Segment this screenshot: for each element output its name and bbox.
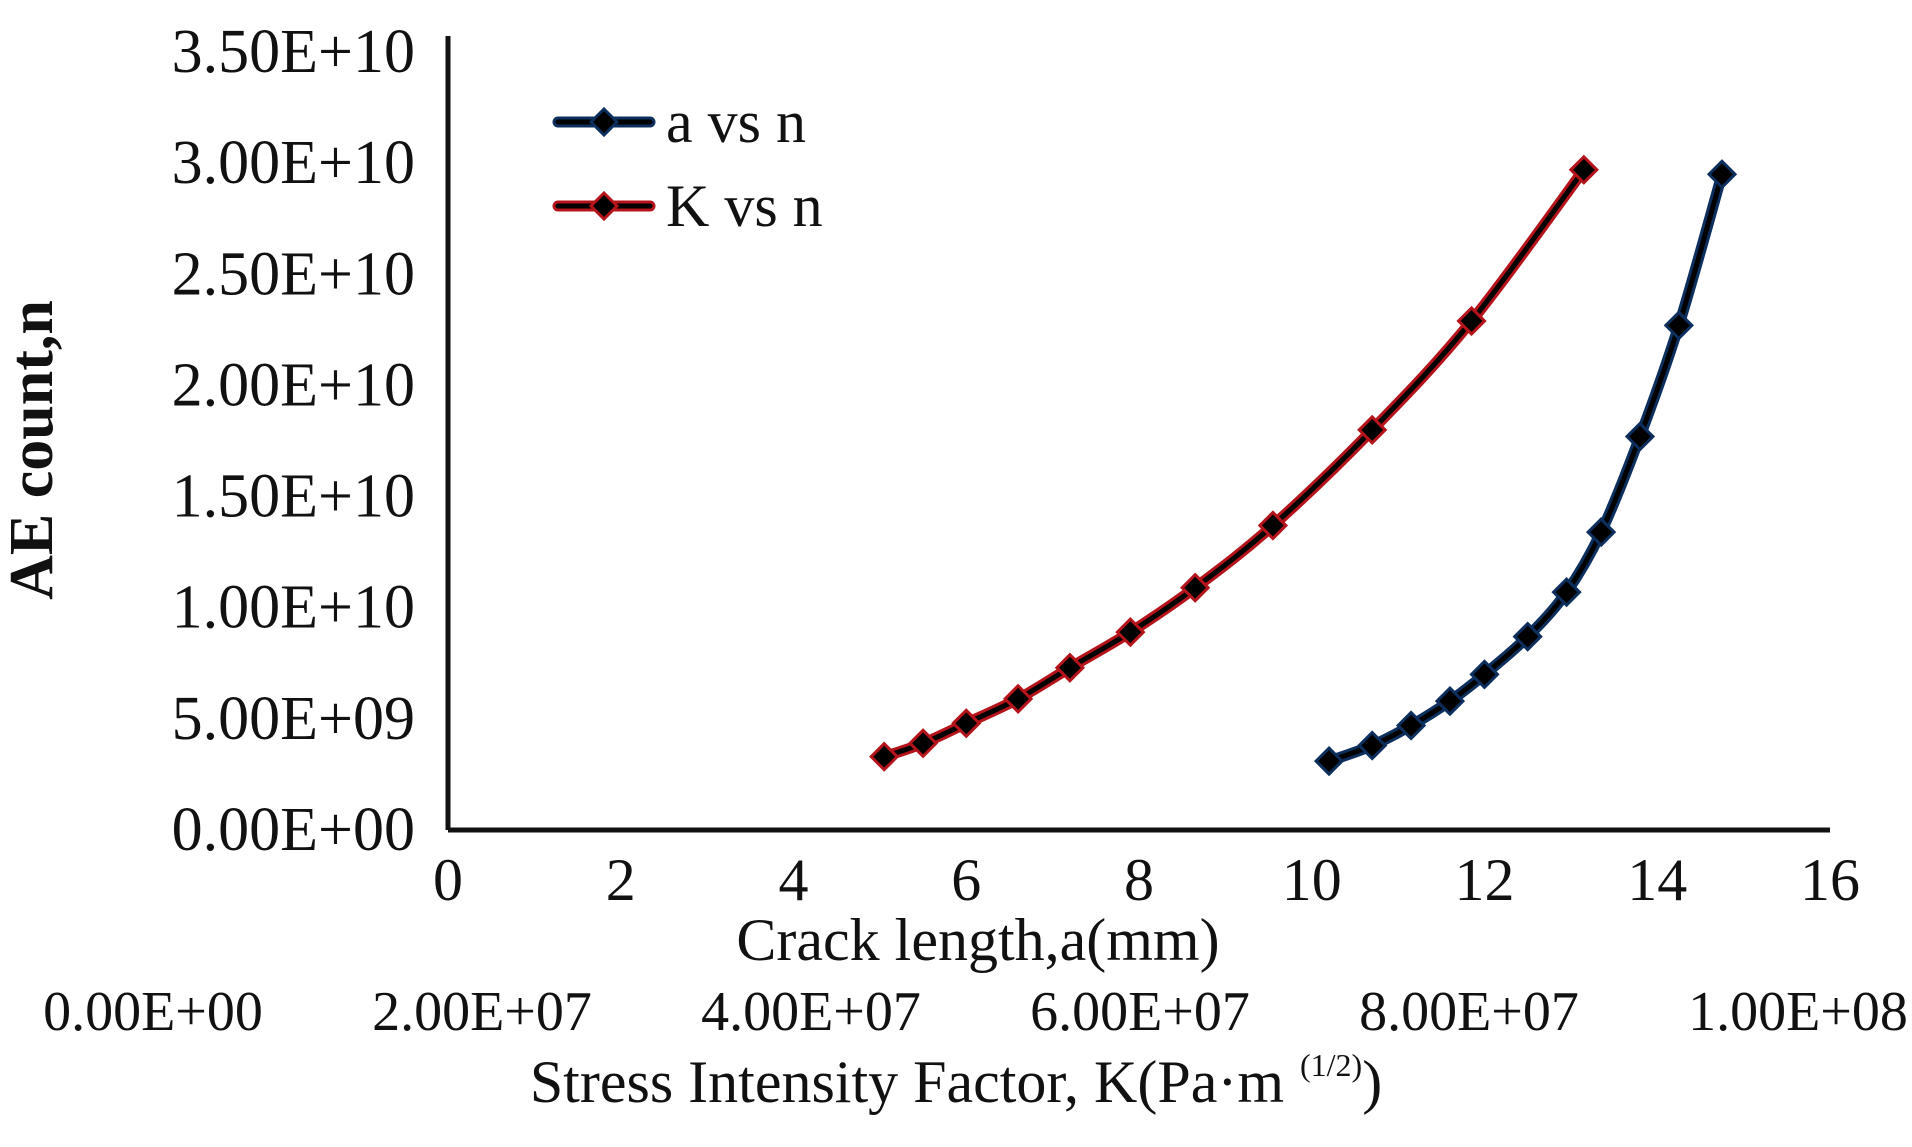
x-tick-label: 10 (1282, 847, 1342, 913)
y-tick-labels: 0.00E+00 5.00E+09 1.00E+10 1.50E+10 2.00E+10… (172, 18, 415, 864)
x2-axis-label-unit: m (1237, 1049, 1284, 1115)
x2-axis-label-dot: · (1217, 1049, 1237, 1115)
data-point-k-vs-n (1002, 683, 1034, 714)
x2-axis-label-sup: (1/2) (1300, 1047, 1362, 1083)
x2-tick-label: 8.00E+07 (1359, 981, 1579, 1043)
data-point-k-vs-n (1568, 154, 1599, 185)
x2-tick-label: 2.00E+07 (372, 981, 592, 1043)
x-axis-label: Crack length,a(mm) (736, 907, 1219, 973)
y-tick-label: 1.50E+10 (172, 463, 415, 531)
x2-axis-label-close: ) (1362, 1049, 1382, 1115)
data-point-a-vs-n (1706, 159, 1738, 190)
legend-label: a vs n (666, 89, 806, 155)
x-tick-label: 14 (1627, 847, 1687, 913)
data-point-k-vs-n (951, 708, 982, 739)
x-tick-label: 12 (1455, 847, 1515, 913)
x-tick-label: 8 (1124, 847, 1154, 913)
y-tick-label: 5.00E+09 (172, 685, 415, 753)
data-point-a-vs-n (1512, 621, 1543, 652)
data-point-a-vs-n (1663, 310, 1694, 341)
data-point-a-vs-n (1469, 659, 1500, 690)
y-tick-label: 2.00E+10 (172, 351, 415, 419)
data-point-k-vs-n (1257, 510, 1289, 541)
legend-item-k-vs-n: K vs n (552, 173, 823, 239)
x2-axis-label-main: Stress Intensity Factor, K(Pa (530, 1049, 1218, 1115)
y-tick-label: 1.00E+10 (172, 574, 415, 642)
data-point-k-vs-n (1357, 414, 1388, 446)
axes (445, 36, 1830, 833)
y-tick-label: 2.50E+10 (172, 240, 415, 308)
data-point-k-vs-n (1456, 305, 1487, 337)
x2-axis-label: Stress Intensity Factor, K(Pa·m (1/2)) (530, 1047, 1382, 1115)
x2-tick-label: 6.00E+07 (1030, 981, 1250, 1043)
data-point-k-vs-n (1180, 572, 1211, 603)
x-tick-label: 6 (951, 847, 981, 913)
data-point-a-vs-n (1313, 745, 1345, 777)
x2-tick-label: 0.00E+00 (43, 981, 263, 1043)
x-tick-label: 16 (1800, 847, 1860, 913)
data-point-a-vs-n (1357, 730, 1388, 761)
legend: a vs n K vs n (552, 89, 823, 239)
y-tick-label: 3.00E+10 (172, 129, 415, 197)
y-tick-label: 0.00E+00 (172, 796, 415, 864)
data-point-k-vs-n (869, 741, 900, 772)
legend-marker (588, 106, 620, 138)
data-point-a-vs-n (1551, 577, 1582, 608)
data-point-a-vs-n (1395, 710, 1427, 741)
x-tick-label: 2 (606, 847, 636, 913)
legend-label: K vs n (666, 173, 823, 239)
y-axis-label: AE count,n (0, 300, 66, 600)
x-tick-labels: 0 2 4 6 8 10 12 14 16 (433, 847, 1860, 913)
data-point-k-vs-n (1054, 652, 1086, 683)
data-point-k-vs-n (907, 728, 939, 759)
legend-item-a-vs-n: a vs n (552, 89, 806, 155)
x2-tick-labels: 0.00E+00 2.00E+07 4.00E+07 6.00E+07 8.00E+07… (43, 981, 1908, 1043)
x2-tick-label: 1.00E+08 (1688, 981, 1908, 1043)
y-tick-label: 3.50E+10 (172, 18, 415, 86)
data-point-a-vs-n (1434, 685, 1466, 717)
data-point-a-vs-n (1585, 517, 1617, 548)
x-tick-label: 0 (433, 847, 463, 913)
series-line-a-vs-n (1326, 171, 1725, 764)
x2-tick-label: 4.00E+07 (701, 981, 921, 1043)
legend-marker (588, 190, 620, 222)
data-point-a-vs-n (1624, 421, 1656, 452)
series-halo-a-vs-n (1323, 168, 1728, 767)
x-tick-label: 4 (779, 847, 809, 913)
series-layer (869, 154, 1738, 777)
data-point-k-vs-n (1115, 617, 1146, 648)
